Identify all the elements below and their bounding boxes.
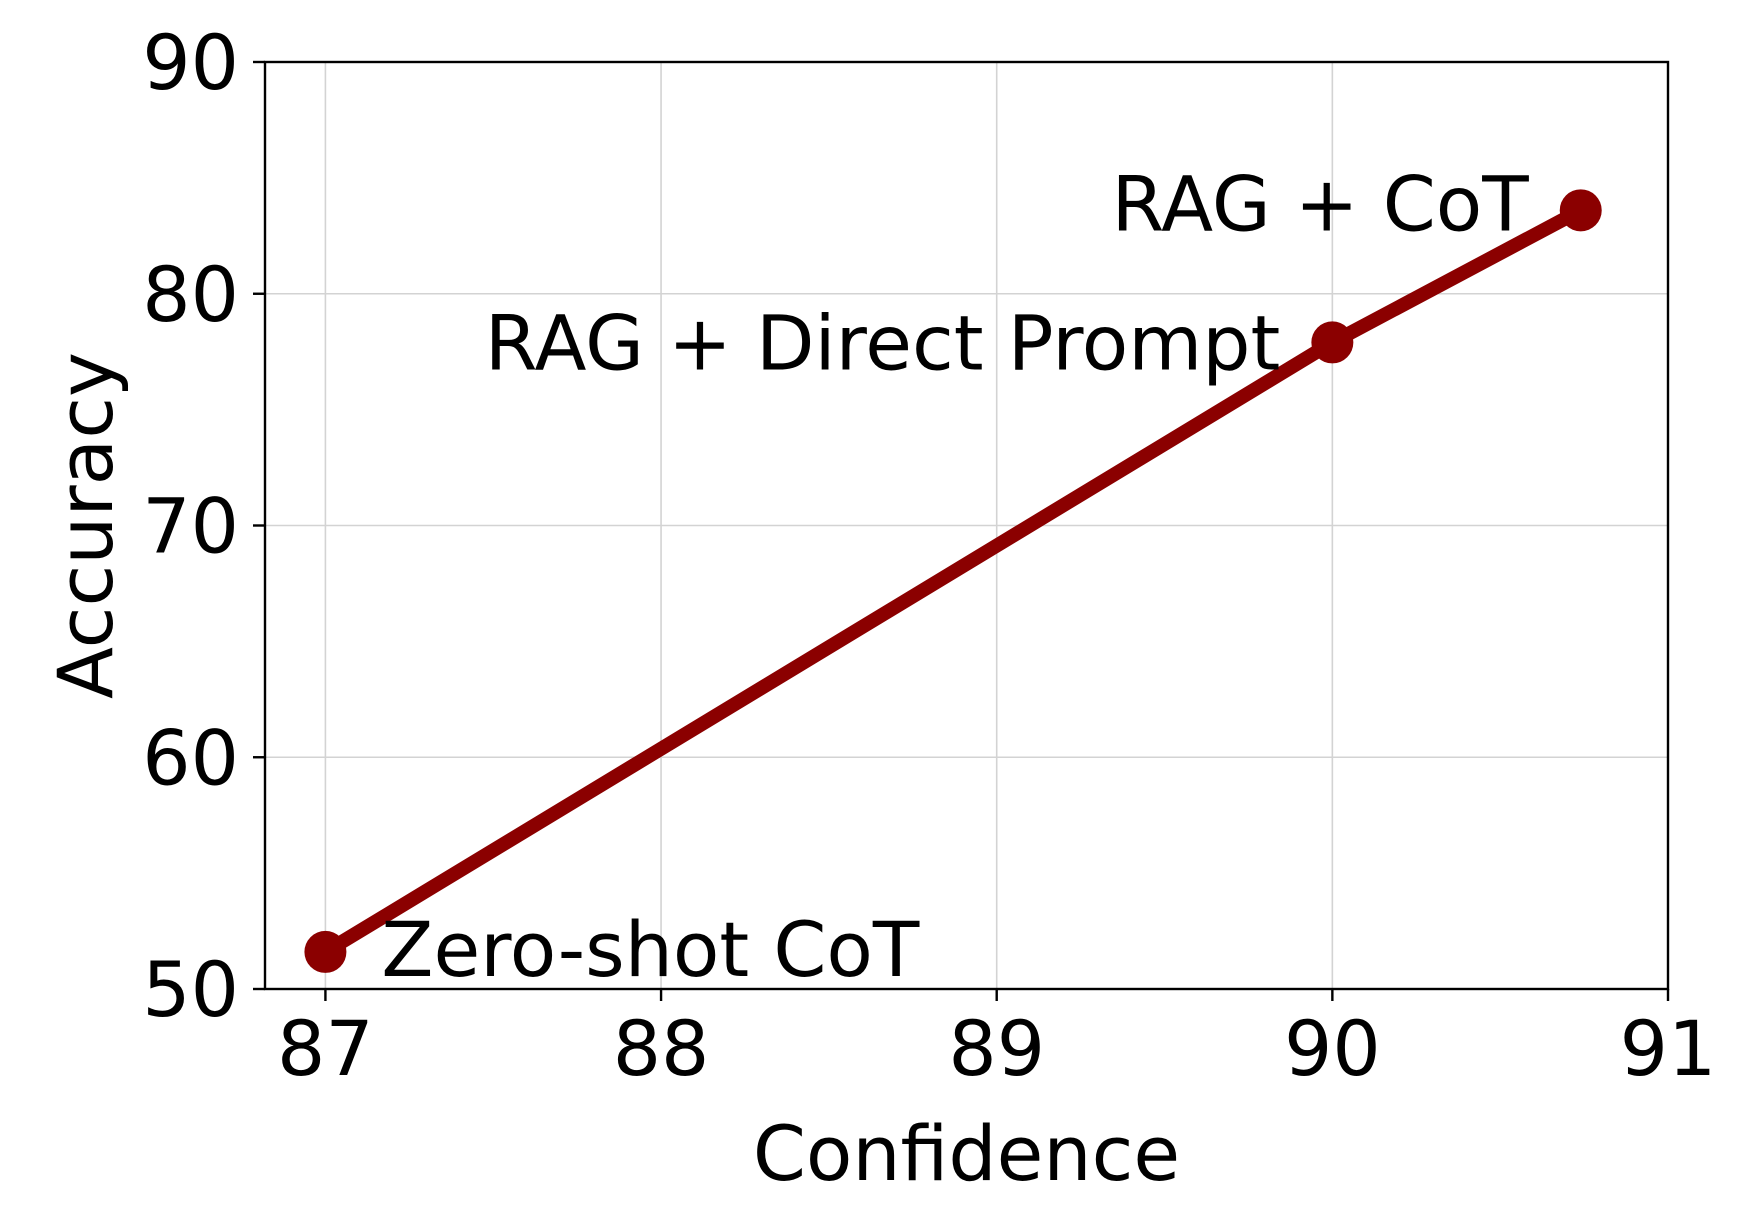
series xyxy=(304,189,1602,973)
point-label: RAG + CoT xyxy=(1111,159,1529,248)
axis-ticks: 87 88 89 90 91 50 60 70 80 90 xyxy=(142,18,1716,1093)
y-tick-label: 50 xyxy=(142,945,239,1034)
y-tick-label: 60 xyxy=(142,713,239,802)
y-tick-label: 80 xyxy=(142,250,239,339)
data-point xyxy=(304,930,347,973)
y-tick-label: 90 xyxy=(142,18,239,107)
x-tick-label: 90 xyxy=(1284,1004,1381,1093)
point-label: RAG + Direct Prompt xyxy=(485,298,1281,387)
data-point xyxy=(1311,321,1354,364)
point-label: Zero-shot CoT xyxy=(381,905,920,994)
point-labels: Zero-shot CoT RAG + Direct Prompt RAG + Co… xyxy=(381,159,1529,994)
x-tick-label: 87 xyxy=(277,1004,374,1093)
data-point xyxy=(1559,189,1602,232)
x-tick-label: 88 xyxy=(613,1004,710,1093)
y-axis-title: Accuracy xyxy=(41,352,130,699)
x-tick-label: 89 xyxy=(948,1004,1045,1093)
x-axis-title: Confidence xyxy=(753,1109,1180,1198)
x-tick-label: 91 xyxy=(1620,1004,1717,1093)
y-tick-label: 70 xyxy=(142,482,239,571)
